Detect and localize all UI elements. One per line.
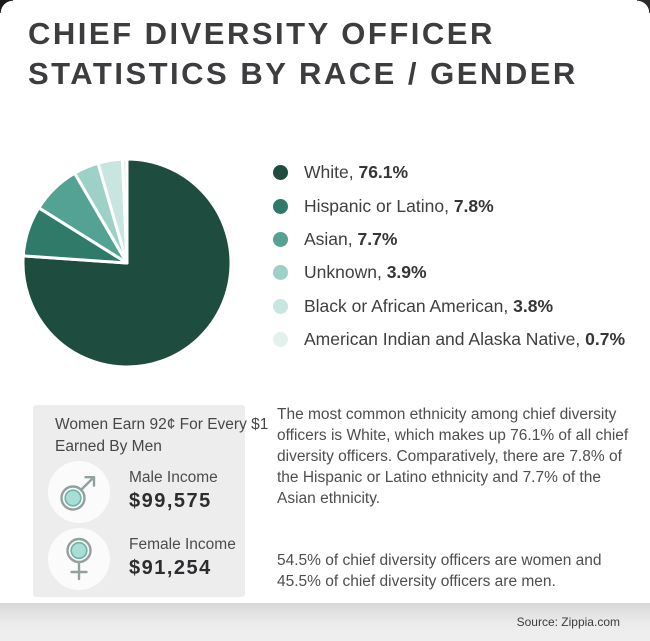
legend-label-asian: Asian, 7.7% — [304, 228, 398, 249]
legend-swatch-unknown — [273, 265, 288, 281]
pay-gap-headline: Women Earn 92¢ For Every $1 Earned By Me… — [55, 414, 269, 458]
footer-band: Source: Zippia.com — [0, 603, 650, 641]
page-title-line-1: CHIEF DIVERSITY OFFICER — [28, 16, 495, 51]
pie-legend: White, 76.1% Hispanic or Latino, 7.8% Asia… — [273, 156, 625, 356]
male-income-label: Male Income — [129, 469, 218, 486]
legend-item-asian: Asian, 7.7% — [273, 223, 625, 256]
male-icon-circle — [48, 461, 110, 523]
pay-gap-headline-line-1: Women Earn 92¢ For Every $1 — [55, 416, 269, 433]
female-icon-circle — [48, 528, 110, 590]
rounded-corner-artifact-top-right — [637, 0, 650, 13]
legend-value-american-indian-and-alaska-native: 0.7% — [585, 329, 626, 350]
legend-label-white: White, 76.1% — [304, 162, 409, 183]
pie-slice-white — [21, 157, 233, 369]
legend-item-american-indian-and-alaska-native: American Indian and Alaska Native, 0.7% — [273, 323, 625, 356]
page-title: CHIEF DIVERSITY OFFICER STATISTICS BY RA… — [28, 14, 640, 94]
legend-value-black-or-african-american: 3.8% — [513, 295, 554, 316]
legend-item-black-or-african-american: Black or African American, 3.8% — [273, 290, 625, 323]
page-title-line-2: STATISTICS BY RACE / GENDER — [28, 56, 578, 91]
pie-slice-american-indian-and-alaska-native — [120, 157, 129, 265]
summary-text-column: The most common ethnicity among chief di… — [277, 404, 643, 592]
legend-label-unknown: Unknown, 3.9% — [304, 262, 427, 283]
legend-item-hispanic-or-latino: Hispanic or Latino, 7.8% — [273, 189, 625, 222]
source-attribution: Source: Zippia.com — [516, 615, 620, 629]
paragraph-ethnicity-summary: The most common ethnicity among chief di… — [277, 406, 629, 507]
female-income-label: Female Income — [129, 536, 236, 553]
legend-swatch-hispanic-or-latino — [273, 198, 288, 214]
legend-label-hispanic-or-latino: Hispanic or Latino, 7.8% — [304, 195, 494, 216]
legend-swatch-white — [273, 165, 288, 181]
female-income-value: $91,254 — [129, 557, 212, 579]
male-symbol-icon — [60, 476, 96, 511]
male-income-value: $99,575 — [129, 490, 212, 512]
legend-value-asian: 7.7% — [357, 228, 398, 249]
legend-swatch-asian — [273, 231, 288, 247]
legend-label-american-indian-and-alaska-native: American Indian and Alaska Native, 0.7% — [304, 329, 626, 350]
legend-swatch-black-or-african-american — [273, 298, 288, 314]
legend-value-white: 76.1% — [358, 162, 409, 183]
female-symbol-icon — [66, 537, 92, 581]
pie-chart — [21, 157, 233, 369]
legend-value-hispanic-or-latino: 7.8% — [453, 195, 494, 216]
legend-item-white: White, 76.1% — [273, 156, 625, 189]
paragraph-gender-summary: 54.5% of chief diversity officers are wo… — [277, 552, 602, 590]
legend-value-unknown: 3.9% — [386, 262, 427, 283]
legend-swatch-american-indian-and-alaska-native — [273, 332, 288, 348]
pay-gap-card: Women Earn 92¢ For Every $1 Earned By Me… — [33, 405, 269, 597]
pay-gap-headline-line-2: Earned By Men — [55, 438, 162, 455]
rounded-corner-artifact-top-left — [0, 0, 13, 13]
legend-label-black-or-african-american: Black or African American, 3.8% — [304, 295, 554, 316]
legend-item-unknown: Unknown, 3.9% — [273, 256, 625, 289]
